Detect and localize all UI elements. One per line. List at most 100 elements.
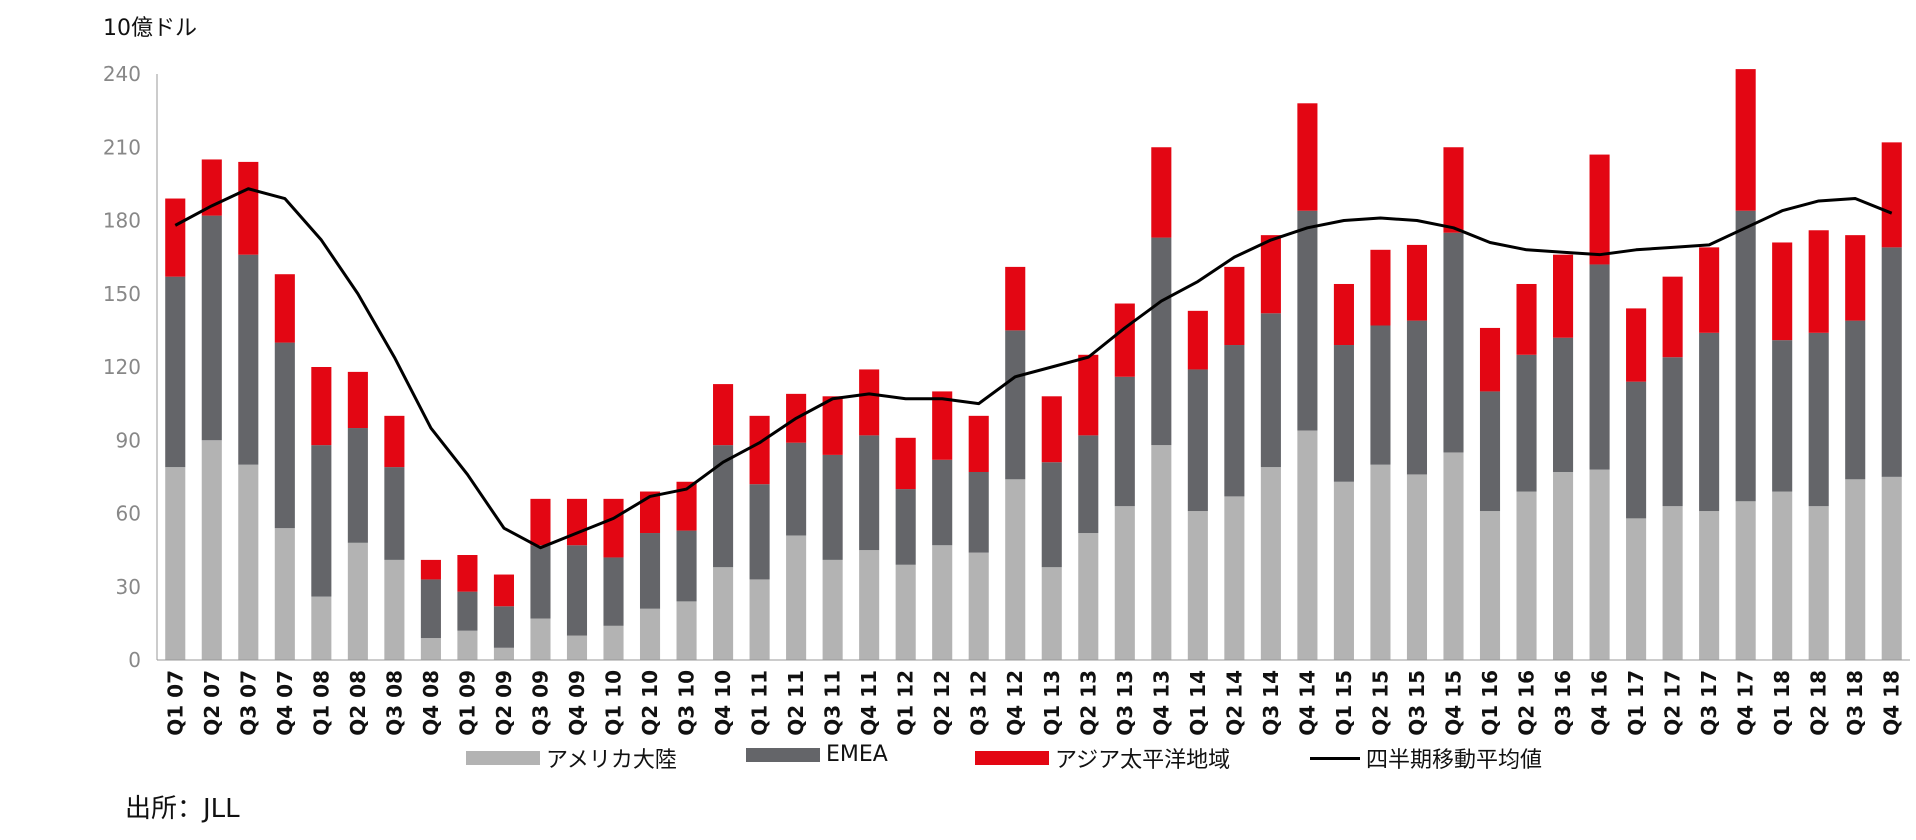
bar-segment-apac	[420, 559, 441, 580]
x-tick-label: Q1 11	[748, 670, 772, 736]
x-tick-label: Q4 11	[857, 670, 881, 736]
x-tick-label: Q3 16	[1551, 670, 1575, 736]
bar-segment-emea	[530, 545, 551, 619]
bar-segment-americas	[1005, 479, 1026, 660]
x-tick-label: Q4 12	[1003, 670, 1027, 736]
bar-segment-apac	[1589, 154, 1610, 265]
bar-segment-emea	[676, 530, 697, 602]
bar-segment-americas	[786, 535, 807, 660]
bar-segment-emea	[786, 442, 807, 536]
y-tick-label: 180	[103, 209, 141, 233]
legend-item-emea: EMEA	[746, 742, 888, 767]
bar-segment-americas	[1662, 506, 1683, 660]
bar-segment-americas	[1516, 491, 1537, 660]
bar-segment-americas	[1479, 511, 1501, 660]
bar-segment-emea	[1370, 325, 1391, 465]
x-tick-label: Q4 18	[1880, 670, 1904, 736]
bar-segment-emea	[493, 606, 514, 648]
bar-segment-emea	[566, 545, 588, 636]
bar-segment-emea	[1553, 337, 1574, 472]
bar-segment-americas	[238, 464, 259, 660]
bar-segment-apac	[493, 574, 514, 607]
bar-segment-emea	[822, 454, 843, 560]
x-tick-label: Q1 08	[309, 670, 333, 736]
bar-segment-apac	[1005, 266, 1026, 331]
bar-segment-apac	[1187, 310, 1208, 370]
x-tick-label: Q4 16	[1588, 670, 1612, 736]
bar-segment-emea	[1005, 330, 1026, 480]
bar-segment-emea	[1224, 345, 1245, 497]
bar-segment-emea	[1808, 332, 1829, 507]
bar-segment-apac	[1151, 147, 1172, 238]
x-tick-label: Q4 13	[1149, 670, 1173, 736]
bar-segment-americas	[1151, 445, 1172, 660]
bar-segment-apac	[384, 415, 405, 468]
bar-segment-apac	[895, 437, 916, 490]
bar-segment-americas	[1772, 491, 1793, 660]
x-tick-label: Q2 15	[1368, 670, 1392, 736]
bar-segment-apac	[347, 371, 368, 429]
bar-segment-americas	[201, 440, 222, 660]
bar-segment-apac	[1406, 244, 1428, 321]
x-tick-label: Q1 07	[163, 670, 187, 736]
bar-segment-emea	[932, 459, 953, 546]
legend-label-moving-average: 四半期移動平均値	[1366, 748, 1543, 773]
bar-segment-americas	[1589, 469, 1610, 660]
bar-segment-emea	[420, 579, 441, 639]
bar-segment-americas	[165, 467, 186, 660]
y-tick-label: 150	[103, 282, 141, 306]
bar-segment-apac	[1479, 327, 1501, 392]
bar-segment-emea	[895, 489, 916, 565]
legend-label-emea: EMEA	[826, 742, 888, 767]
bar-segment-americas	[1078, 533, 1099, 660]
bar-segment-americas	[603, 625, 624, 660]
bar-segment-apac	[1370, 249, 1391, 326]
x-tick-label: Q1 17	[1624, 670, 1648, 736]
x-tick-label: Q2 07	[200, 670, 224, 736]
bar-segment-emea	[1333, 345, 1354, 482]
bar-segment-apac	[530, 498, 551, 546]
bar-segment-americas	[566, 635, 588, 660]
bar-segment-emea	[1772, 340, 1793, 492]
bar-segment-emea	[1406, 320, 1428, 475]
bar-segment-emea	[1078, 435, 1099, 534]
x-tick-label: Q2 08	[346, 670, 370, 736]
x-tick-label: Q2 16	[1515, 670, 1539, 736]
x-tick-label: Q3 13	[1113, 670, 1137, 736]
bar-segment-americas	[895, 564, 916, 660]
bar-segment-apac	[311, 367, 332, 446]
bar-segment-apac	[713, 384, 734, 446]
bar-segment-apac	[1845, 235, 1866, 321]
bar-segment-emea	[1589, 264, 1610, 470]
bar-segment-americas	[1041, 567, 1062, 660]
bar-segment-emea	[384, 467, 405, 560]
bar-segment-americas	[311, 596, 332, 660]
bar-segment-apac	[1443, 147, 1464, 233]
bar-segment-emea	[347, 428, 368, 543]
bar-segment-emea	[165, 276, 186, 468]
bar-segment-americas	[1845, 479, 1866, 660]
x-tick-label: Q2 12	[930, 670, 954, 736]
bar-segment-americas	[457, 630, 478, 660]
bar-segment-emea	[457, 591, 478, 631]
bar-segment-americas	[384, 559, 405, 660]
x-tick-label: Q1 18	[1770, 670, 1794, 736]
x-tick-label: Q2 10	[638, 670, 662, 736]
bar-segment-apac	[639, 491, 661, 534]
y-tick-label: 240	[103, 62, 141, 86]
bar-segment-americas	[274, 528, 295, 660]
y-tick-label: 30	[116, 575, 141, 599]
bar-segment-apac	[1808, 230, 1829, 333]
bar-segment-apac	[603, 498, 624, 558]
x-tick-label: Q1 13	[1040, 670, 1064, 736]
x-tick-label: Q2 11	[784, 670, 808, 736]
legend-item-apac: アジア太平洋地域	[975, 742, 1230, 774]
bar-segment-apac	[238, 161, 259, 255]
x-tick-label: Q2 17	[1661, 670, 1685, 736]
legend-label-apac: アジア太平洋地域	[1055, 748, 1231, 773]
x-tick-label: Q3 09	[528, 670, 552, 736]
bar-segment-americas	[420, 638, 441, 660]
x-tick-label: Q2 14	[1222, 670, 1246, 736]
x-tick-label: Q4 17	[1734, 670, 1758, 736]
bar-segment-emea	[311, 445, 332, 597]
